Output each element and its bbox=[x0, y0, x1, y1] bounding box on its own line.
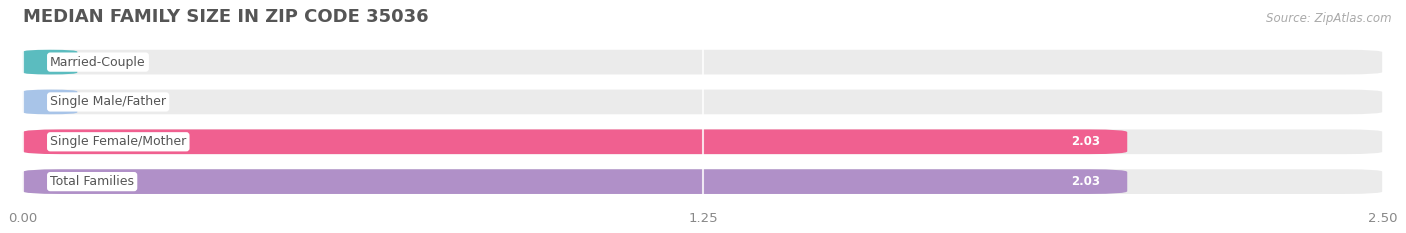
FancyBboxPatch shape bbox=[22, 169, 1128, 194]
Text: Married-Couple: Married-Couple bbox=[51, 56, 146, 69]
FancyBboxPatch shape bbox=[22, 129, 1384, 154]
Text: 0.00: 0.00 bbox=[98, 56, 125, 69]
Text: 2.03: 2.03 bbox=[1071, 175, 1099, 188]
FancyBboxPatch shape bbox=[22, 90, 1384, 114]
Text: Total Families: Total Families bbox=[51, 175, 134, 188]
FancyBboxPatch shape bbox=[22, 50, 1384, 75]
FancyBboxPatch shape bbox=[22, 169, 1384, 194]
Text: 2.03: 2.03 bbox=[1071, 135, 1099, 148]
Text: MEDIAN FAMILY SIZE IN ZIP CODE 35036: MEDIAN FAMILY SIZE IN ZIP CODE 35036 bbox=[22, 8, 429, 26]
Text: Single Female/Mother: Single Female/Mother bbox=[51, 135, 187, 148]
Text: Source: ZipAtlas.com: Source: ZipAtlas.com bbox=[1267, 12, 1392, 25]
Text: Single Male/Father: Single Male/Father bbox=[51, 96, 166, 108]
Text: 0.00: 0.00 bbox=[98, 96, 125, 108]
FancyBboxPatch shape bbox=[22, 90, 77, 114]
FancyBboxPatch shape bbox=[22, 129, 1128, 154]
FancyBboxPatch shape bbox=[22, 50, 77, 75]
